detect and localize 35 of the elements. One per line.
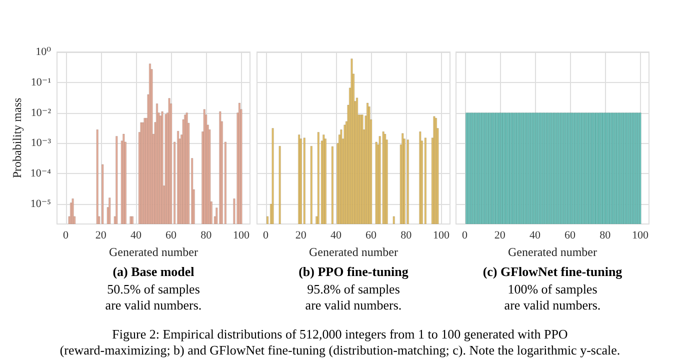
text: 100% of samples are valid numbers. <box>504 282 601 312</box>
x-tick-label: 60 <box>564 230 576 242</box>
text: (b) PPO fine-tuning <box>298 264 409 279</box>
x-tick-label: 40 <box>330 230 342 242</box>
x-tick-label: 40 <box>529 230 541 242</box>
text: (a) Base model <box>112 264 195 279</box>
y-tick-label: 10⁻⁴ <box>30 168 52 180</box>
x-axis-title: Generated number <box>109 245 198 259</box>
y-tick-label: 10⁻³ <box>30 137 52 150</box>
text: 95.8% of samples are valid numbers. <box>305 282 402 312</box>
x-axis-title: Generated number <box>508 245 597 259</box>
y-axis-title: Probability mass <box>10 98 24 178</box>
x-axis-title: Generated number <box>309 245 398 259</box>
x-tick-label: 100 <box>432 230 450 242</box>
x-tick-label: 0 <box>462 230 468 242</box>
x-tick-label: 100 <box>632 230 649 242</box>
y-tick-label: 10⁰ <box>36 46 52 58</box>
x-tick-label: 60 <box>366 230 378 242</box>
y-tick-label: 10⁻² <box>30 106 52 119</box>
x-tick-label: 100 <box>232 230 250 242</box>
text: (c) GFlowNet fine-tuning <box>482 264 623 279</box>
x-tick-label: 20 <box>295 230 307 242</box>
x-tick-label: 60 <box>166 230 178 242</box>
x-tick-label: 0 <box>63 230 70 242</box>
text: 50.5% of samples are valid numbers. <box>105 282 202 312</box>
y-tick-label: 10⁻¹ <box>30 76 51 88</box>
x-tick-label: 80 <box>400 230 412 242</box>
x-tick-label: 20 <box>494 230 506 242</box>
x-tick-label: 0 <box>263 230 270 242</box>
x-tick-label: 40 <box>130 230 142 242</box>
y-tick-label: 10⁻⁵ <box>30 198 52 210</box>
x-tick-label: 20 <box>95 230 107 242</box>
caption: Figure 2: Empirical distributions of 512,000 integers from 1 to 100 generated with PPO (reward-maximizing; b) and GFlowNet fine-tuning (distribution-matching; c). Note the logarithmic y-scale. <box>60 326 620 358</box>
x-tick-label: 80 <box>200 230 212 242</box>
x-tick-label: 80 <box>600 230 612 242</box>
